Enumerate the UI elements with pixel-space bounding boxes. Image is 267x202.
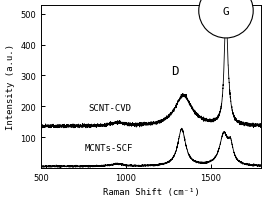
Text: G: G (223, 7, 229, 17)
Text: MCNTs-SCF: MCNTs-SCF (85, 144, 133, 153)
Y-axis label: Intensity (a.u.): Intensity (a.u.) (6, 44, 15, 130)
X-axis label: Raman Shift (cm⁻¹): Raman Shift (cm⁻¹) (103, 187, 199, 197)
Text: SCNT-CVD: SCNT-CVD (88, 104, 131, 113)
Text: D: D (171, 65, 179, 78)
